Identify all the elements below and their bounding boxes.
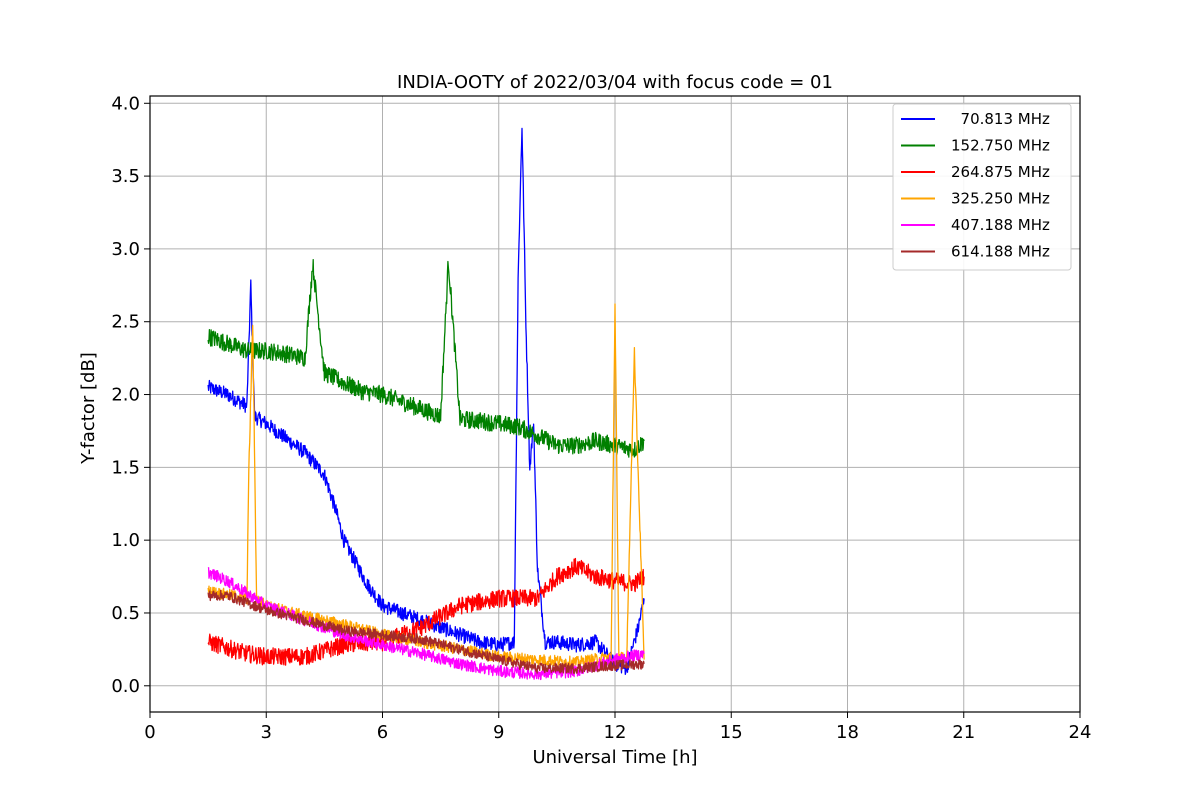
x-axis: 0 3 6 9 12 15 18 21 24 <box>144 712 1091 743</box>
x-tick-label: 18 <box>836 722 859 743</box>
y-tick-label: 0.0 <box>111 676 140 697</box>
legend-box <box>892 103 1072 271</box>
y-axis: 0.0 0.5 1.0 1.5 2.0 2.5 3.0 3.5 4.0 <box>111 93 150 697</box>
legend-entry: 152.750 MHz <box>951 137 1050 155</box>
legend-entry: 325.250 MHz <box>951 190 1050 208</box>
x-tick-label: 3 <box>261 722 272 743</box>
x-axis-label: Universal Time [h] <box>532 747 697 768</box>
legend-entry: 407.188 MHz <box>951 216 1050 234</box>
series-lines <box>207 127 645 681</box>
x-tick-label: 6 <box>377 722 388 743</box>
legend: 70.813 MHz 152.750 MHz 264.875 MHz 325.250 … <box>892 103 1072 271</box>
series-line-6 <box>207 589 645 674</box>
y-tick-label: 1.5 <box>111 457 140 478</box>
y-tick-label: 1.0 <box>111 530 140 551</box>
legend-entry: 614.188 MHz <box>951 243 1050 261</box>
x-tick-label: 15 <box>720 722 743 743</box>
chart-title: INDIA-OOTY of 2022/03/04 with focus code… <box>397 72 833 93</box>
x-tick-label: 21 <box>952 722 975 743</box>
legend-entry: 70.813 MHz <box>951 110 1050 128</box>
x-tick-label: 9 <box>493 722 504 743</box>
series-line-3 <box>207 557 645 666</box>
y-tick-label: 4.0 <box>111 93 140 114</box>
legend-entry: 264.875 MHz <box>951 163 1050 181</box>
x-tick-label: 0 <box>144 722 155 743</box>
y-axis-label: Y-factor [dB] <box>78 352 99 465</box>
y-tick-label: 0.5 <box>111 603 140 624</box>
y-tick-label: 2.0 <box>111 385 140 406</box>
x-tick-label: 24 <box>1069 722 1092 743</box>
y-tick-label: 3.5 <box>111 166 140 187</box>
y-tick-label: 2.5 <box>111 312 140 333</box>
series-line-2 <box>207 259 645 458</box>
x-tick-label: 12 <box>604 722 627 743</box>
y-tick-label: 3.0 <box>111 239 140 260</box>
